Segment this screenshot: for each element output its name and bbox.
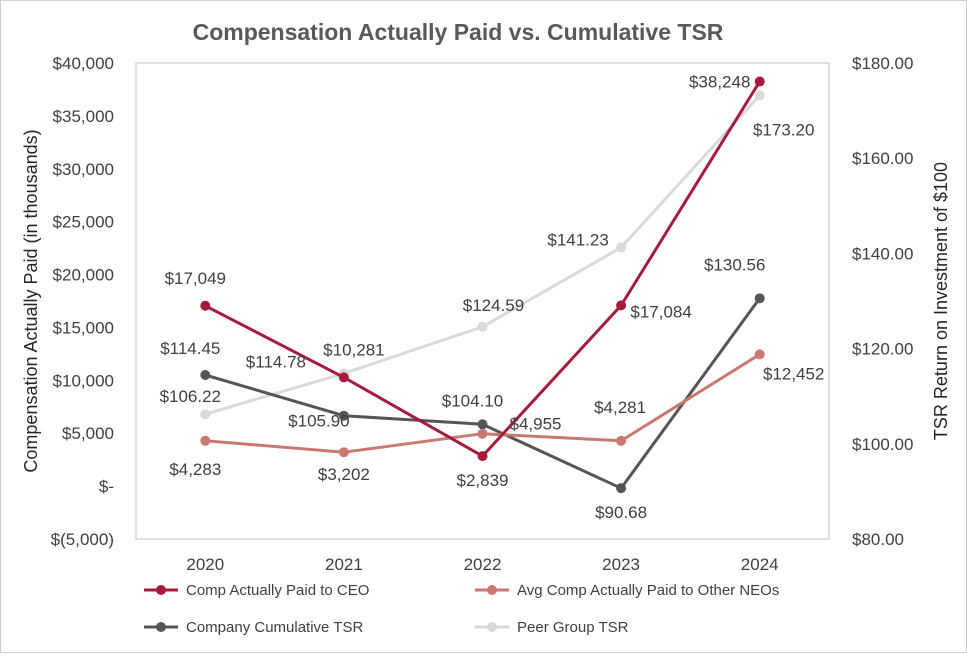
data-label: $4,281 <box>594 398 646 417</box>
data-label: $130.56 <box>704 255 765 274</box>
y-tick-label: $- <box>99 477 114 496</box>
data-point <box>477 321 488 332</box>
data-point <box>616 300 627 311</box>
y-axis-ticks: $40,000 $35,000 $30,000 $25,000 $20,000 $15,0… <box>51 54 114 549</box>
y2-tick-label: $80.00 <box>852 530 904 549</box>
legend-item: Company Cumulative TSR <box>144 619 363 636</box>
series-group <box>200 76 765 494</box>
data-point <box>616 483 627 494</box>
legend: Comp Actually Paid to CEO Avg Comp Actual… <box>144 582 779 636</box>
y2-tick-label: $140.00 <box>852 244 913 263</box>
legend-label: Avg Comp Actually Paid to Other NEOs <box>517 582 779 599</box>
legend-item: Peer Group TSR <box>475 619 629 636</box>
data-label: $10,281 <box>323 340 384 359</box>
data-point <box>200 409 211 420</box>
data-label: $106.22 <box>160 387 221 406</box>
legend-item: Comp Actually Paid to CEO <box>144 582 369 599</box>
legend-marker <box>156 585 166 595</box>
series-1 <box>200 349 765 458</box>
data-point <box>200 300 211 311</box>
legend-label: Comp Actually Paid to CEO <box>186 582 369 599</box>
y-tick-label: $20,000 <box>53 266 114 285</box>
x-tick-label: 2021 <box>325 555 363 574</box>
data-point <box>200 435 211 446</box>
y2-axis-title: TSR Return on Investment of $100 <box>931 162 951 440</box>
series-2 <box>200 293 765 494</box>
data-label: $124.59 <box>463 296 524 315</box>
data-label: $114.78 <box>246 352 306 371</box>
data-point <box>477 451 488 462</box>
y-tick-label: $35,000 <box>53 107 114 126</box>
y-tick-label: $30,000 <box>53 160 114 179</box>
y2-tick-label: $100.00 <box>852 435 913 454</box>
y-tick-label: $25,000 <box>53 213 114 232</box>
x-tick-label: 2024 <box>741 555 779 574</box>
legend-label: Company Cumulative TSR <box>186 619 363 636</box>
y2-axis-ticks: $180.00 $160.00 $140.00 $120.00 $100.00 $80.0… <box>852 54 913 549</box>
chart-title: Compensation Actually Paid vs. Cumulativ… <box>193 19 724 45</box>
legend-item: Avg Comp Actually Paid to Other NEOs <box>475 582 779 599</box>
y-tick-label: $40,000 <box>53 54 114 73</box>
y-tick-label: $(5,000) <box>51 530 114 549</box>
data-point <box>754 293 765 304</box>
legend-marker <box>156 622 166 632</box>
data-point <box>754 76 765 87</box>
data-label: $90.68 <box>595 503 647 522</box>
y-tick-label: $15,000 <box>53 318 114 337</box>
data-label: $38,248 <box>689 73 750 92</box>
data-label: $173.20 <box>753 120 814 139</box>
x-tick-label: 2020 <box>186 555 224 574</box>
x-tick-label: 2023 <box>602 555 640 574</box>
y2-tick-label: $180.00 <box>852 54 913 73</box>
data-label: $141.23 <box>547 231 608 250</box>
data-point <box>616 242 627 253</box>
data-labels: $17,049 $10,281 $2,839 $17,084 $38,248 $4,283… <box>160 73 825 523</box>
data-label: $105.90 <box>288 412 349 431</box>
plot-area <box>135 62 830 540</box>
data-label: $17,084 <box>630 302 691 321</box>
x-axis-ticks: 2020 2021 2022 2023 2024 <box>186 555 778 574</box>
data-point <box>616 435 627 446</box>
y2-tick-label: $120.00 <box>852 340 913 359</box>
data-point <box>338 372 349 383</box>
data-point <box>338 410 349 421</box>
legend-marker <box>487 622 497 632</box>
data-label: $4,283 <box>169 460 221 479</box>
data-label: $2,839 <box>457 471 509 490</box>
data-point <box>338 447 349 458</box>
data-label: $3,202 <box>318 465 370 484</box>
data-label: $12,452 <box>763 364 824 383</box>
series-0 <box>200 76 765 462</box>
legend-label: Peer Group TSR <box>517 619 629 636</box>
data-label: $114.45 <box>160 339 220 358</box>
x-tick-label: 2022 <box>464 555 502 574</box>
data-point <box>754 90 765 101</box>
y-tick-label: $10,000 <box>53 371 114 390</box>
data-label: $17,049 <box>165 269 226 288</box>
y-axis-title: Compensation Actually Paid (in thousands… <box>21 129 41 472</box>
y2-tick-label: $160.00 <box>852 149 913 168</box>
data-label: $104.10 <box>442 391 503 410</box>
data-point <box>477 419 488 430</box>
data-point <box>200 370 211 381</box>
data-point <box>754 349 765 360</box>
data-label: $4,955 <box>510 415 562 434</box>
y-tick-label: $5,000 <box>62 424 114 443</box>
data-point <box>477 428 488 439</box>
legend-marker <box>487 585 497 595</box>
